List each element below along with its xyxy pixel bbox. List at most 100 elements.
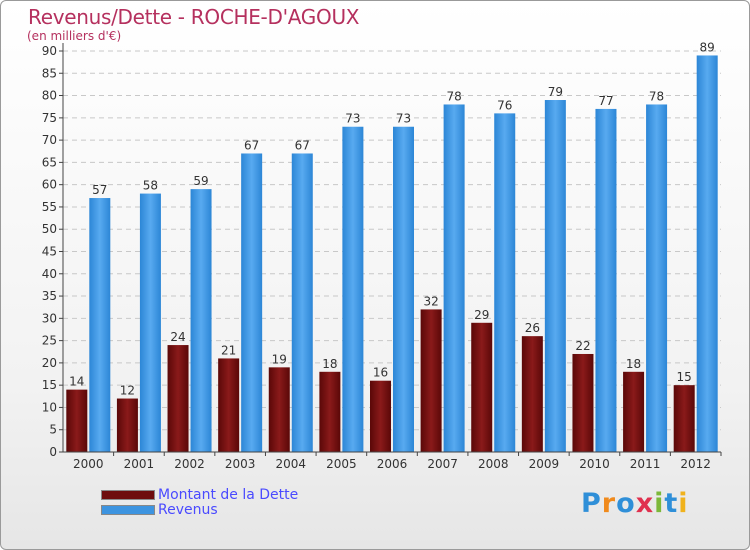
data-label-revenus: 79 <box>548 85 563 99</box>
y-tick-label: 30 <box>42 311 57 325</box>
data-label-dette: 18 <box>626 357 641 371</box>
bar-revenus <box>241 153 263 452</box>
y-tick-label: 0 <box>49 445 57 459</box>
data-label-revenus: 77 <box>598 94 613 108</box>
data-label-revenus: 58 <box>143 179 158 193</box>
y-tick-label: 10 <box>42 400 57 414</box>
y-tick-label: 45 <box>42 245 57 259</box>
x-tick-label: 2010 <box>579 457 610 471</box>
y-tick-label: 55 <box>42 200 57 214</box>
bar-dette <box>572 353 594 452</box>
x-tick-label: 2008 <box>478 457 509 471</box>
data-label-dette: 32 <box>423 294 438 308</box>
bar-revenus <box>190 189 212 452</box>
data-label-revenus: 89 <box>700 40 715 54</box>
y-tick-label: 20 <box>42 356 57 370</box>
data-label-revenus: 73 <box>345 112 360 126</box>
y-tick-label: 70 <box>42 133 57 147</box>
data-label-dette: 24 <box>170 330 185 344</box>
data-label-revenus: 78 <box>649 89 664 103</box>
chart-subtitle: (en milliers d'€) <box>27 29 122 43</box>
y-tick-label: 35 <box>42 289 57 303</box>
logo-letter: o <box>616 488 636 519</box>
bar-dette <box>623 371 645 452</box>
data-label-dette: 16 <box>373 366 388 380</box>
bar-revenus <box>89 198 111 452</box>
y-tick-label: 90 <box>42 44 57 58</box>
bar-revenus <box>696 55 718 452</box>
y-tick-label: 40 <box>42 267 57 281</box>
bar-revenus <box>595 108 617 452</box>
bar-revenus <box>393 126 414 452</box>
bar-dette <box>420 309 442 452</box>
data-label-revenus: 78 <box>446 89 461 103</box>
data-label-dette: 26 <box>525 321 540 335</box>
bar-revenus <box>494 113 516 452</box>
bar-dette <box>116 398 138 452</box>
x-axis: 2000 2001 2002 2003 2004 2005 2006 2007 2008 2009… <box>63 451 722 471</box>
data-label-dette: 18 <box>322 357 337 371</box>
proxiti-logo: Proxiti <box>581 488 689 519</box>
y-tick-label: 50 <box>42 222 57 236</box>
logo-letter: x <box>635 488 655 519</box>
x-tick-label: 2011 <box>630 457 661 471</box>
y-tick-label: 5 <box>49 423 57 437</box>
y-tick-label: 85 <box>42 66 57 80</box>
data-label-dette: 14 <box>69 375 84 389</box>
bar-dette <box>673 385 695 452</box>
y-tick-label: 15 <box>42 378 57 392</box>
bar-dette <box>167 345 189 452</box>
legend-label-dette: Montant de la Dette <box>158 486 299 503</box>
bar-dette <box>268 367 290 452</box>
data-label-dette: 21 <box>221 343 236 357</box>
legend-swatch-dette <box>101 489 155 500</box>
bar-revenus <box>544 100 566 452</box>
bars: 14 57 12 58 24 59 21 67 19 67 18 73 16 73 32 78 29 76 26 79… <box>66 40 718 453</box>
x-tick-label: 2001 <box>124 457 155 471</box>
logo-letter: P <box>581 488 602 519</box>
data-label-revenus: 57 <box>92 183 107 197</box>
grid-lines <box>63 50 721 431</box>
y-axis: 0 5 10 15 20 25 30 35 40 45 50 55 60 65 70 75 80 85 90 <box>42 43 64 459</box>
data-label-dette: 15 <box>677 370 692 384</box>
legend-item-dette: Montant de la Dette <box>101 486 299 503</box>
data-label-dette: 22 <box>575 339 590 353</box>
bar-dette <box>521 336 543 452</box>
x-tick-label: 2000 <box>73 457 104 471</box>
x-tick-label: 2005 <box>326 457 357 471</box>
y-tick-label: 75 <box>42 111 57 125</box>
bar-dette <box>319 371 341 452</box>
y-tick-label: 60 <box>42 178 57 192</box>
bar-dette <box>66 389 88 452</box>
data-label-revenus: 67 <box>244 138 259 152</box>
bar-revenus <box>342 126 364 452</box>
x-tick-label: 2009 <box>529 457 560 471</box>
y-tick-label: 65 <box>42 155 57 169</box>
x-tick-label: 2002 <box>174 457 205 471</box>
x-tick-label: 2004 <box>275 457 306 471</box>
x-tick-label: 2003 <box>225 457 256 471</box>
bar-revenus <box>443 104 465 452</box>
data-label-revenus: 59 <box>193 174 208 188</box>
logo-letter: r <box>601 488 617 519</box>
y-tick-label: 25 <box>42 334 57 348</box>
logo-letter: i <box>678 488 689 519</box>
x-tick-label: 2006 <box>377 457 408 471</box>
y-tick-label: 80 <box>42 89 57 103</box>
data-label-dette: 12 <box>120 384 135 398</box>
bar-dette <box>471 322 493 452</box>
data-label-revenus: 73 <box>396 112 411 126</box>
x-tick-label: 2012 <box>680 457 711 471</box>
data-label-revenus: 76 <box>497 98 512 112</box>
bar-dette <box>370 380 391 452</box>
chart-title: Revenus/Dette - ROCHE-D'AGOUX <box>28 5 360 29</box>
logo-letter: i <box>654 488 665 519</box>
logo-letter: t <box>664 488 679 519</box>
bar-revenus <box>646 104 668 452</box>
bar-revenus <box>139 193 161 453</box>
data-label-revenus: 67 <box>295 138 310 152</box>
data-label-dette: 29 <box>474 308 489 322</box>
legend-item-revenus: Revenus <box>101 502 298 518</box>
